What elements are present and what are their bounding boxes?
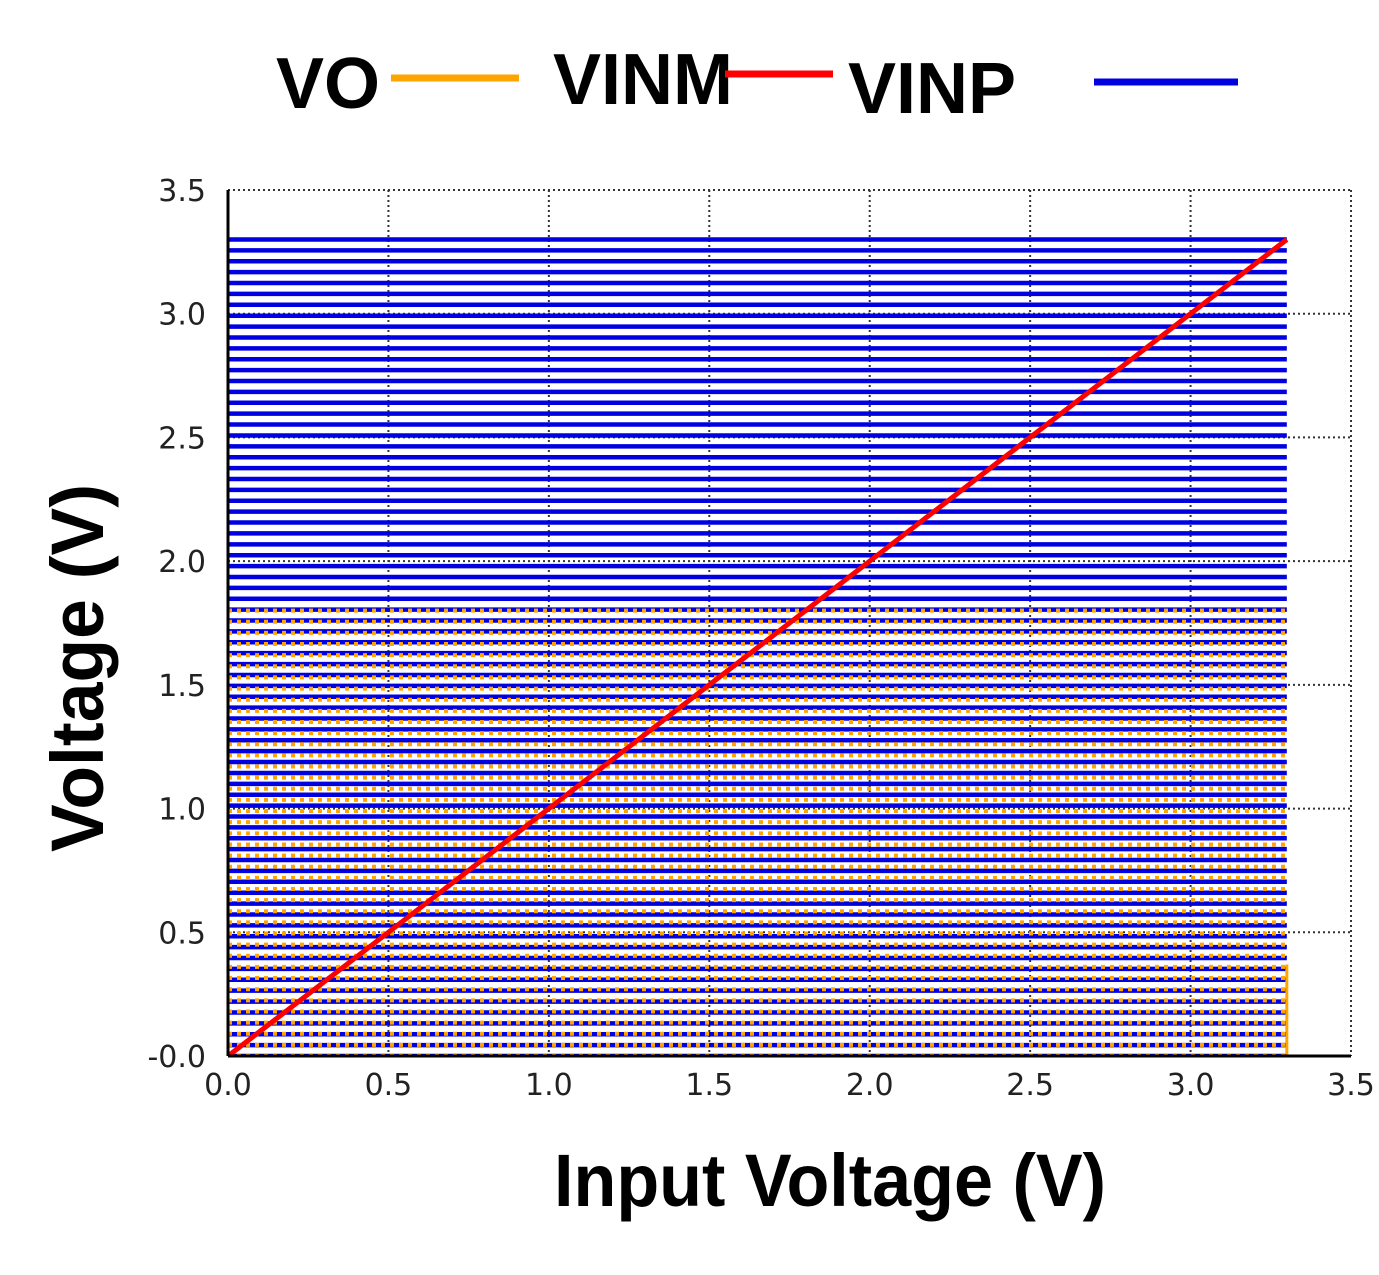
x-tick-label: 3.0 <box>1167 1068 1215 1103</box>
x-tick-labels: 0.0 0.5 1.0 1.5 2.0 2.5 3.0 3.5 <box>204 1068 1375 1103</box>
legend-label-vo: VO <box>276 44 380 124</box>
series-vo <box>228 608 1289 1056</box>
x-tick-label: 1.5 <box>685 1068 733 1103</box>
y-axis-title: Voltage (V) <box>36 484 119 852</box>
series-vinm <box>228 237 1289 1056</box>
y-tick-label: 3.0 <box>158 298 206 333</box>
y-tick-label: 2.0 <box>158 545 206 580</box>
legend: VO VINM VINP <box>276 40 1238 129</box>
x-tick-label: 2.5 <box>1006 1068 1054 1103</box>
y-tick-label: 0.5 <box>158 916 206 951</box>
x-tick-label: 0.0 <box>204 1068 252 1103</box>
legend-label-vinm: VINM <box>553 40 733 120</box>
legend-label-vinp: VINP <box>848 49 1016 129</box>
y-tick-label: 1.5 <box>158 669 206 704</box>
x-tick-label: 3.5 <box>1327 1068 1375 1103</box>
x-tick-label: 2.0 <box>846 1068 894 1103</box>
x-tick-label: 0.5 <box>365 1068 413 1103</box>
x-axis-title: Input Voltage (V) <box>554 1139 1106 1222</box>
y-tick-label: 3.5 <box>158 174 206 209</box>
y-tick-labels: -0.0 0.5 1.0 1.5 2.0 2.5 3.0 3.5 <box>147 174 206 1075</box>
vinm-line <box>228 237 1289 1056</box>
axes <box>226 190 1351 1058</box>
plot-area <box>228 237 1289 1056</box>
y-tick-label: 2.5 <box>158 421 206 456</box>
y-tick-label: -0.0 <box>147 1040 206 1075</box>
x-tick-label: 1.0 <box>525 1068 573 1103</box>
y-tick-label: 1.0 <box>158 793 206 828</box>
